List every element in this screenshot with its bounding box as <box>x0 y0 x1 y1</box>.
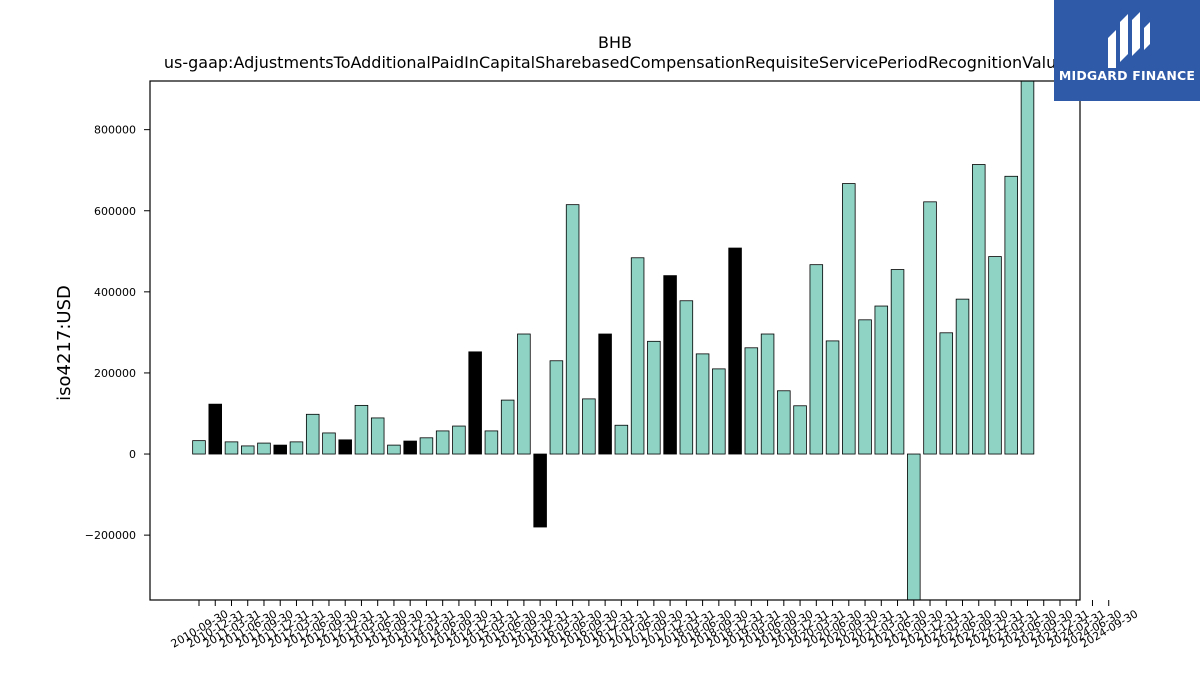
bar <box>598 333 612 455</box>
bar <box>744 347 759 455</box>
bar <box>890 269 905 455</box>
chart-subtitle: us-gaap:AdjustmentsToAdditionalPaidInCap… <box>164 53 1066 72</box>
y-tick-label: 200000 <box>94 367 136 380</box>
bar <box>939 332 954 455</box>
bar <box>240 445 255 455</box>
bar <box>647 340 661 455</box>
bar <box>517 333 531 455</box>
bar <box>549 360 564 455</box>
bar <box>354 404 369 455</box>
bar <box>1004 175 1019 455</box>
bar <box>452 425 466 455</box>
bar <box>419 437 434 455</box>
bar <box>630 257 645 455</box>
bar <box>370 417 385 455</box>
bar <box>712 368 726 455</box>
bar <box>582 398 596 455</box>
bar <box>858 319 872 455</box>
bar <box>923 201 937 455</box>
y-tick-label: 400000 <box>94 286 136 299</box>
bar <box>728 247 742 455</box>
bar <box>777 390 791 455</box>
bar <box>257 442 271 455</box>
bar <box>793 405 807 455</box>
bar <box>533 453 547 528</box>
bar <box>338 439 352 455</box>
bar <box>679 300 694 455</box>
bar <box>988 256 1002 455</box>
bar <box>387 444 401 455</box>
bar <box>972 164 986 455</box>
bar <box>760 333 775 455</box>
bar <box>907 453 921 601</box>
bar <box>305 413 320 455</box>
bar <box>435 430 450 455</box>
bar <box>842 183 856 455</box>
bar <box>208 403 222 455</box>
bar <box>289 441 304 455</box>
x-axis: 2010-09-302010-12-312011-03-312011-06-30… <box>169 600 1140 651</box>
bar <box>484 430 499 455</box>
chart-title: BHB <box>598 33 632 52</box>
bar <box>809 264 824 455</box>
logo-text: MIDGARD FINANCE <box>1058 68 1196 83</box>
midgard-finance-logo: MIDGARD FINANCE <box>1054 0 1200 101</box>
bars-group <box>192 80 1035 601</box>
bar <box>224 441 239 455</box>
bar <box>273 444 287 455</box>
y-axis-label: iso4217:USD <box>54 285 75 401</box>
bar <box>614 424 629 455</box>
bar <box>403 440 417 455</box>
bar <box>500 399 515 455</box>
bar <box>874 305 889 455</box>
bar <box>1020 80 1035 455</box>
plot-frame <box>149 80 1081 601</box>
y-tick-label: 0 <box>129 448 136 461</box>
bar <box>825 340 840 455</box>
y-tick-label: −200000 <box>85 529 136 542</box>
bar <box>955 298 970 455</box>
y-tick-label: 600000 <box>94 205 136 218</box>
midgard-logo-icon <box>1108 12 1150 68</box>
bar <box>468 351 482 455</box>
bar <box>322 432 336 455</box>
y-axis: −200000 0 200000 400000 600000 800000 <box>85 124 150 542</box>
y-tick-label: 800000 <box>94 124 136 137</box>
bar <box>192 440 206 455</box>
bar <box>565 204 580 455</box>
bar <box>695 353 710 455</box>
bar <box>663 275 677 455</box>
